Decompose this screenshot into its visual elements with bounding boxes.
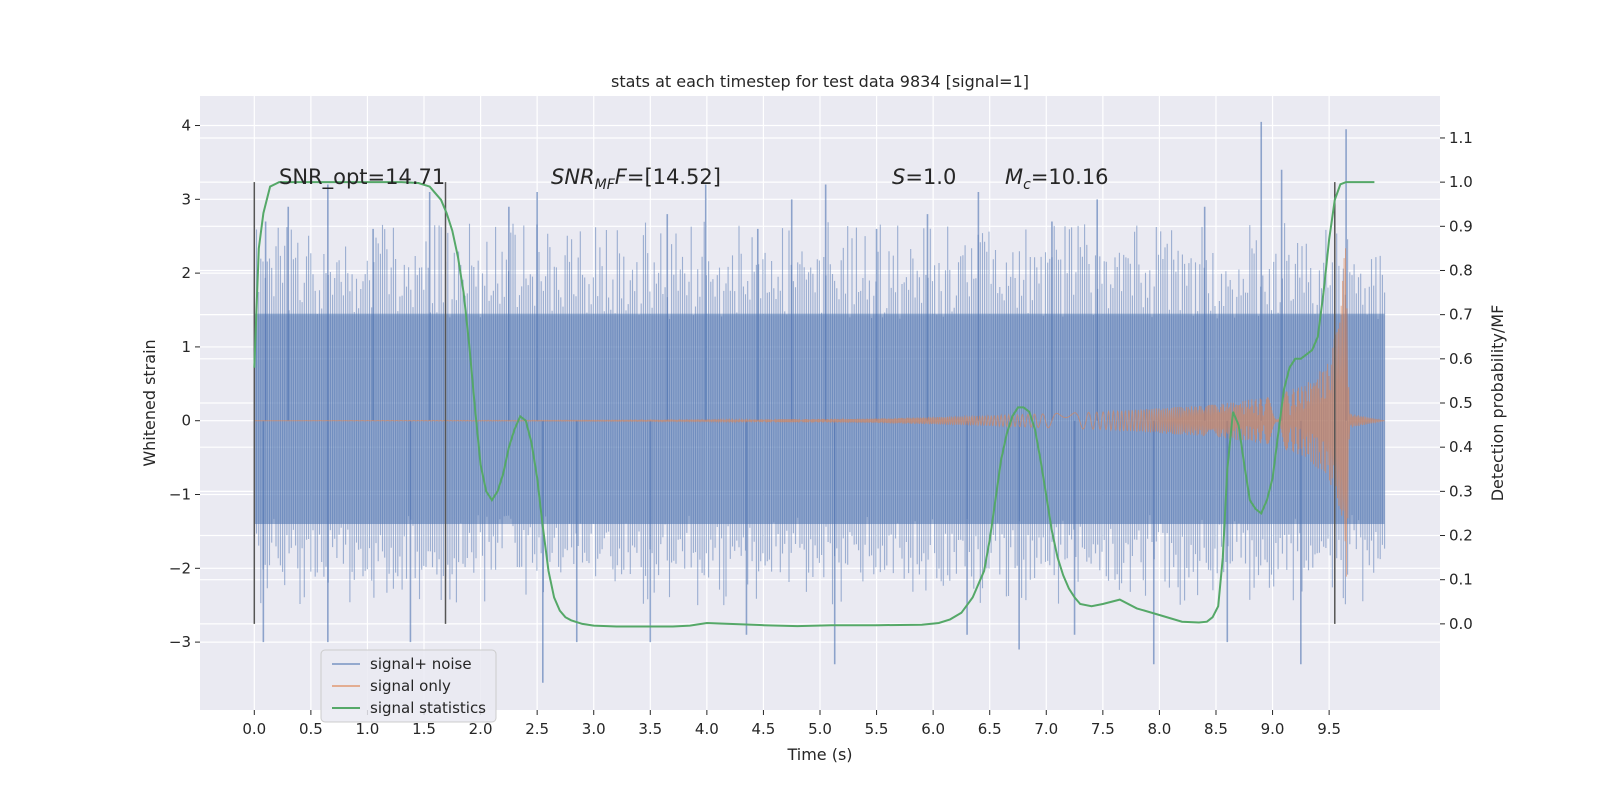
annotation-snr-mf-subscript: MF (595, 177, 616, 193)
axis-ticks: 0.0 0.5 1.0 1.5 2.0 2.5 3.0 3.5 4.0 4.5 5.0 5.5 6.0 6… (169, 117, 1473, 738)
x-tick-label: 0.0 (242, 720, 266, 738)
y2-tick-label: 0.3 (1449, 482, 1473, 500)
annotation-snr-mf-f: F (615, 165, 628, 189)
x-axis-title: Time (s) (786, 745, 852, 764)
x-tick-label: 6.5 (978, 720, 1002, 738)
legend-label-signal-noise: signal+ noise (370, 655, 472, 673)
y-tick-label: −2 (169, 559, 191, 577)
x-tick-label: 2.5 (525, 720, 549, 738)
y2-axis-title: Detection probability/MF (1488, 305, 1507, 502)
y-tick-label: 3 (181, 190, 191, 208)
annotation-s-value: =1.0 (905, 165, 956, 189)
annotation-snr-mf: SNRMFF=[14.52] (551, 165, 721, 193)
y2-tick-label: 0.1 (1449, 571, 1473, 589)
x-tick-label: 5.5 (865, 720, 889, 738)
x-tick-label: 2.0 (469, 720, 493, 738)
annotation-mc-value: =10.16 (1031, 165, 1109, 189)
x-tick-label: 0.5 (299, 720, 323, 738)
y2-tick-label: 0.6 (1449, 350, 1473, 368)
vertical-markers (253, 182, 1336, 624)
x-tick-label: 9.5 (1317, 720, 1341, 738)
y-tick-label: 0 (181, 412, 191, 430)
series-signal-statistics (253, 181, 1375, 628)
x-tick-label: 6.0 (921, 720, 945, 738)
x-tick-label: 3.5 (638, 720, 662, 738)
x-tick-label: 8.0 (1147, 720, 1171, 738)
annotation-snr-mf-symbol: SNR (551, 165, 595, 189)
y2-tick-label: 1.1 (1449, 129, 1473, 147)
x-tick-label: 9.0 (1261, 720, 1285, 738)
signal-only-trace (254, 248, 1385, 577)
y-tick-label: −3 (169, 633, 191, 651)
y-tick-label: 1 (181, 338, 191, 356)
annotation-s: S=1.0 (892, 165, 956, 189)
annotation-snr-mf-value: =[14.52] (627, 165, 721, 189)
x-tick-label: 1.0 (356, 720, 380, 738)
x-tick-label: 5.0 (808, 720, 832, 738)
y2-tick-label: 0.7 (1449, 306, 1473, 324)
y2-tick-label: 0.4 (1449, 438, 1473, 456)
annotation-mc-subscript: c (1023, 177, 1031, 193)
x-tick-label: 8.5 (1204, 720, 1228, 738)
y-tick-label: −1 (169, 486, 191, 504)
annotation-snr-opt: SNR_opt=14.71 (279, 165, 445, 190)
y2-tick-label: 0.2 (1449, 527, 1473, 545)
chart-title: stats at each timestep for test data 983… (611, 72, 1029, 91)
annotation-mc: Mc=10.16 (1005, 165, 1109, 193)
annotation-s-symbol: S (892, 165, 905, 189)
x-tick-label: 1.5 (412, 720, 436, 738)
series-signal-only (254, 248, 1385, 577)
x-tick-label: 3.0 (582, 720, 606, 738)
y2-tick-label: 0.5 (1449, 394, 1473, 412)
y-tick-label: 2 (181, 264, 191, 282)
y-axis-title: Whitened strain (140, 339, 159, 466)
y2-tick-label: 0.8 (1449, 261, 1473, 279)
x-tick-label: 4.0 (695, 720, 719, 738)
x-tick-label: 7.0 (1034, 720, 1058, 738)
legend-label-signal-statistics: signal statistics (370, 699, 486, 717)
x-tick-label: 4.5 (752, 720, 776, 738)
legend-box (320, 649, 497, 723)
y-tick-label: 4 (181, 117, 191, 135)
x-tick-label: 7.5 (1091, 720, 1115, 738)
y2-tick-label: 0.9 (1449, 217, 1473, 235)
annotation-mc-symbol: M (1005, 165, 1023, 189)
legend-label-signal-only: signal only (370, 677, 451, 695)
y2-tick-label: 0.0 (1449, 615, 1473, 633)
legend: signal+ noise signal only signal statist… (320, 649, 497, 723)
y2-tick-label: 1.0 (1449, 173, 1473, 191)
signal-statistics-line (253, 181, 1375, 628)
